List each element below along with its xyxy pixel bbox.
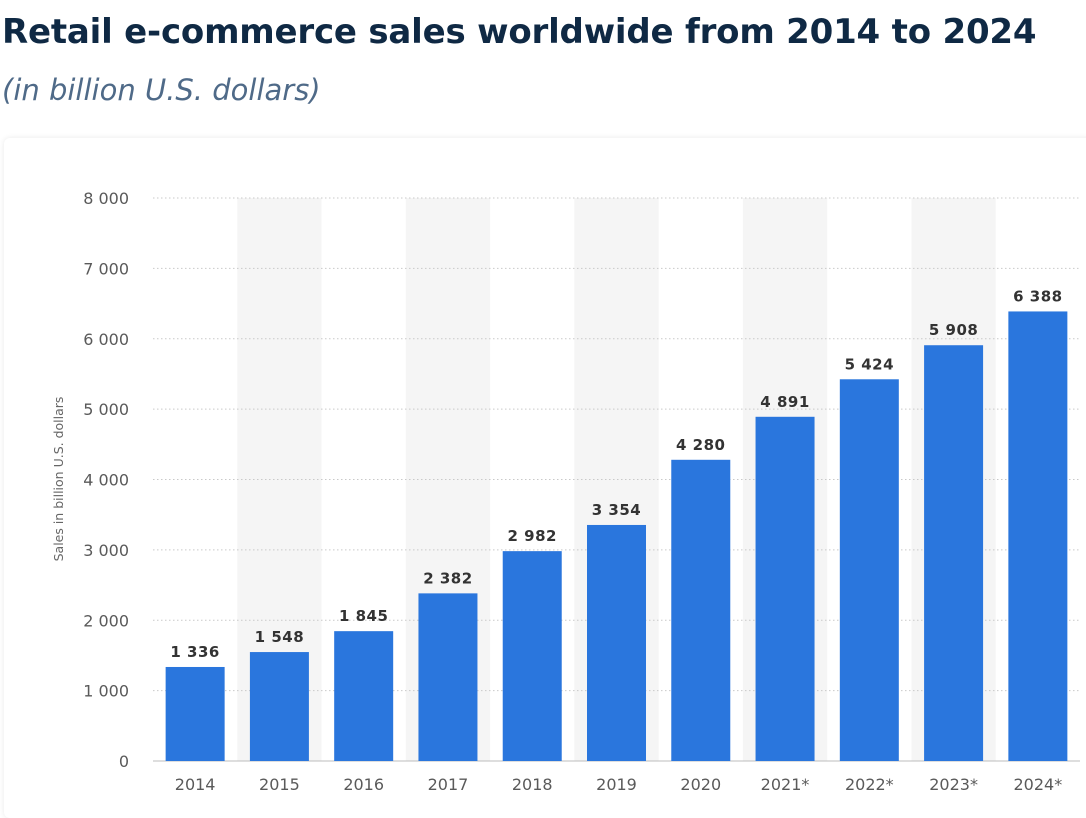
data-label: 3 354 [592,501,641,519]
y-tick-label: 5 000 [83,400,129,419]
x-tick-label: 2020 [680,775,721,794]
bar [755,416,815,761]
bar [839,379,899,761]
x-tick-label: 2024* [1014,775,1063,794]
x-tick-label: 2015 [259,775,300,794]
y-tick-label: 4 000 [83,471,129,490]
page-title: Retail e-commerce sales worldwide from 2… [2,12,1037,52]
y-tick-label: 8 000 [83,189,129,208]
bar [418,593,478,761]
data-label: 2 382 [423,569,472,587]
y-tick-label: 7 000 [83,259,129,278]
data-label: 1 336 [170,643,219,661]
data-label: 5 908 [929,321,978,339]
x-tick-label: 2021* [761,775,810,794]
y-tick-label: 6 000 [83,330,129,349]
x-tick-label: 2019 [596,775,637,794]
data-label: 6 388 [1013,287,1062,305]
bar [334,631,394,761]
bar [165,666,225,761]
data-label: 1 845 [339,607,388,625]
x-tick-label: 2022* [845,775,894,794]
bar [671,459,731,761]
page-subtitle: (in billion U.S. dollars) [2,73,321,107]
data-label: 5 424 [845,355,894,373]
data-label: 4 891 [760,393,809,411]
value-labels: 1 336 1 548 1 845 2 382 2 982 3 354 4 280 4 891… [170,287,1062,661]
x-axis: 2014 2015 2016 2017 2018 2019 2020 2021* 2022* 20… [175,775,1062,794]
x-tick-label: 2017 [428,775,469,794]
bars [165,311,1068,761]
bar [502,551,562,761]
data-label: 1 548 [255,628,304,646]
y-tick-label: 1 000 [83,682,129,701]
bar [924,345,984,761]
data-label: 2 982 [507,527,556,545]
x-tick-label: 2023* [929,775,978,794]
bar [1008,311,1068,761]
bar [587,524,646,761]
y-tick-label: 2 000 [83,611,129,630]
data-label: 4 280 [676,436,725,454]
x-tick-label: 2014 [175,775,216,794]
y-axis-label: Sales in billion U.S. dollars [51,397,66,562]
y-axis: 0 1 000 2 000 3 000 4 000 5 000 6 000 7 000 8 00… [83,189,129,771]
y-tick-label: 0 [119,752,129,771]
y-tick-label: 3 000 [83,541,129,560]
x-tick-label: 2018 [512,775,553,794]
x-tick-label: 2016 [343,775,384,794]
bar [249,652,309,761]
